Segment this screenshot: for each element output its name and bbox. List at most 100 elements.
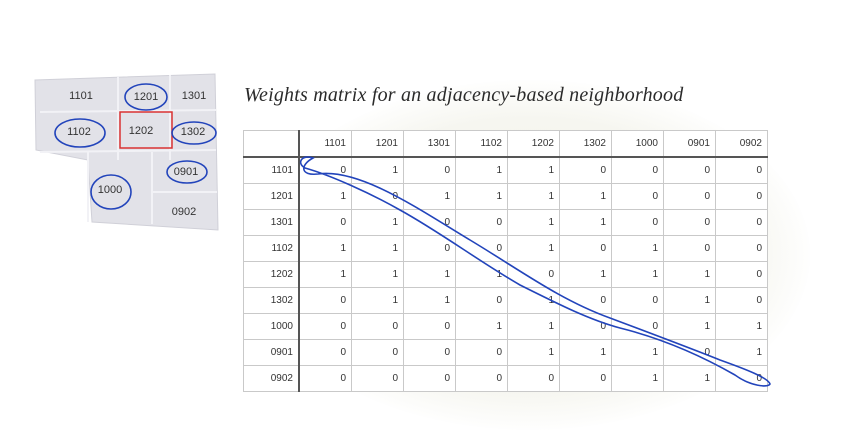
circle-1201 (124, 83, 168, 111)
matrix-cell: 1 (663, 287, 716, 314)
map-label-1202: 1202 (128, 125, 154, 137)
row-header: 0901 (243, 339, 300, 366)
table-row: 1302 0 1 1 0 1 0 0 1 0 (243, 287, 768, 314)
column-header: 1202 (507, 130, 560, 158)
column-header: 1201 (351, 130, 404, 158)
column-header: 1102 (455, 130, 508, 158)
column-header: 1000 (611, 130, 664, 158)
table-row: 0902 0 0 0 0 0 0 1 1 0 (243, 365, 768, 392)
matrix-cell: 1 (559, 209, 612, 236)
circle-1102 (54, 118, 106, 148)
matrix-cell: 1 (455, 183, 508, 210)
circle-1302 (171, 121, 217, 145)
matrix-cell: 0 (559, 287, 612, 314)
matrix-cell: 1 (611, 365, 664, 392)
matrix-cell: 0 (298, 313, 352, 340)
row-header: 1202 (243, 261, 300, 288)
matrix-cell: 0 (403, 156, 456, 184)
row-header: 1102 (243, 235, 300, 262)
matrix-cell: 1 (455, 156, 508, 184)
matrix-cell: 1 (351, 209, 404, 236)
matrix-cell: 1 (403, 261, 456, 288)
matrix-cell: 1 (507, 235, 560, 262)
map-label-1000: 1000 (97, 184, 123, 196)
matrix-cell: 1 (507, 339, 560, 366)
matrix-cell: 0 (611, 313, 664, 340)
matrix-cell: 0 (611, 287, 664, 314)
matrix-cell: 1 (611, 261, 664, 288)
matrix-cell: 0 (455, 365, 508, 392)
matrix-cell: 0 (455, 287, 508, 314)
table-row: 0901 0 0 0 0 1 1 1 0 1 (243, 339, 768, 366)
column-header: 1301 (403, 130, 456, 158)
map-annotation-circles (54, 83, 217, 210)
column-header: 1302 (559, 130, 612, 158)
matrix-cell: 0 (455, 235, 508, 262)
matrix-cell: 0 (663, 235, 716, 262)
matrix-cell: 1 (403, 287, 456, 314)
matrix-cell: 1 (507, 156, 560, 184)
matrix-cell: 0 (715, 235, 768, 262)
matrix-cell: 1 (351, 235, 404, 262)
map-label-0901: 0901 (173, 166, 199, 178)
matrix-cell: 1 (403, 183, 456, 210)
matrix-cell: 0 (715, 287, 768, 314)
circle-0901 (166, 160, 208, 184)
matrix-cell: 1 (611, 339, 664, 366)
row-header: 1201 (243, 183, 300, 210)
matrix-cell: 0 (559, 365, 612, 392)
matrix-cell: 1 (298, 261, 352, 288)
circle-1000 (90, 174, 132, 210)
row-header: 1101 (243, 156, 300, 184)
matrix-cell: 1 (663, 313, 716, 340)
matrix-cell: 0 (403, 339, 456, 366)
matrix-cell: 0 (403, 209, 456, 236)
column-header: 0902 (715, 130, 768, 158)
column-header: 1101 (298, 130, 352, 158)
matrix-cell: 0 (455, 209, 508, 236)
matrix-cell: 0 (351, 183, 404, 210)
matrix-cell: 1 (455, 313, 508, 340)
matrix-cell: 1 (507, 313, 560, 340)
matrix-cell: 1 (507, 287, 560, 314)
map-label-1201: 1201 (133, 91, 159, 103)
matrix-cell: 1 (298, 235, 352, 262)
matrix-cell: 0 (559, 313, 612, 340)
row-header: 1302 (243, 287, 300, 314)
matrix-cell: 0 (507, 261, 560, 288)
row-header: 1000 (243, 313, 300, 340)
matrix-cell: 0 (559, 235, 612, 262)
table-row: 1101 0 1 0 1 1 0 0 0 0 (243, 156, 768, 184)
matrix-cell: 1 (559, 183, 612, 210)
matrix-cell: 1 (663, 365, 716, 392)
matrix-cell: 1 (611, 235, 664, 262)
map-region-borders (39, 75, 217, 224)
matrix-cell: 0 (611, 183, 664, 210)
column-header: 0901 (663, 130, 716, 158)
row-header: 0902 (243, 365, 300, 392)
matrix-cell: 1 (351, 287, 404, 314)
matrix-cell: 0 (403, 235, 456, 262)
matrix-cell: 1 (351, 261, 404, 288)
matrix-cell: 1 (663, 261, 716, 288)
matrix-cell: 0 (298, 209, 352, 236)
matrix-cell: 0 (663, 183, 716, 210)
matrix-cell: 0 (455, 339, 508, 366)
matrix-cell: 1 (507, 183, 560, 210)
matrix-cell: 0 (611, 156, 664, 184)
table-row: 1301 0 1 0 0 1 1 0 0 0 (243, 209, 768, 236)
matrix-cell: 1 (351, 156, 404, 184)
matrix-cell: 1 (455, 261, 508, 288)
table-row: 1000 0 0 0 1 1 0 0 1 1 (243, 313, 768, 340)
matrix-cell: 0 (559, 156, 612, 184)
table-row: 1202 1 1 1 1 0 1 1 1 0 (243, 261, 768, 288)
matrix-title: Weights matrix for an adjacency-based ne… (244, 84, 684, 106)
matrix-body: 1101 0 1 0 1 1 0 0 0 0 1201 1 0 1 1 1 1 0 0 0 1301 0 1 0 0 1 1 0 0 0 1… (243, 156, 768, 392)
weights-matrix-table: 1101 1201 1301 1102 1202 1302 1000 0901 0902 110… (243, 130, 768, 392)
matrix-cell: 0 (715, 261, 768, 288)
matrix-cell: 0 (663, 339, 716, 366)
map-label-1101: 1101 (69, 90, 93, 102)
matrix-cell: 0 (611, 209, 664, 236)
matrix-cell: 1 (715, 339, 768, 366)
matrix-cell: 0 (298, 287, 352, 314)
